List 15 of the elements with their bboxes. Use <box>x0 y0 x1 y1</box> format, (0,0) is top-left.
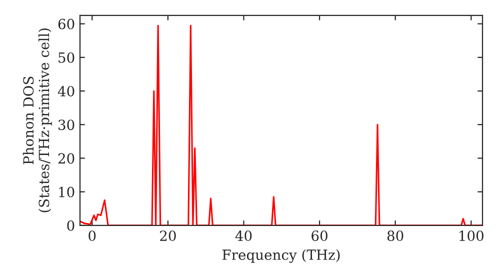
y-tick-label: 0 <box>67 220 74 231</box>
y-tick-label: 10 <box>59 186 74 198</box>
x-tick-label: 20 <box>160 230 176 242</box>
y-tick-label: 40 <box>58 86 74 96</box>
y-tick-label: 20 <box>58 153 74 164</box>
x-tick-label: 0 <box>88 230 96 242</box>
x-tick-label: 80 <box>387 230 404 242</box>
x-tick-label: 100 <box>460 230 484 242</box>
y-axis-title: Phonon DOS (States/THz·primitive cell) <box>22 28 52 212</box>
y-tick-label: 60 <box>58 18 74 30</box>
y-tick-label: 30 <box>58 120 74 130</box>
x-axis-title: Frequency (THz) <box>222 249 340 263</box>
y-tick-label: 50 <box>58 52 74 63</box>
x-tick-label: 60 <box>312 230 328 242</box>
x-tick-label: 40 <box>235 230 252 242</box>
